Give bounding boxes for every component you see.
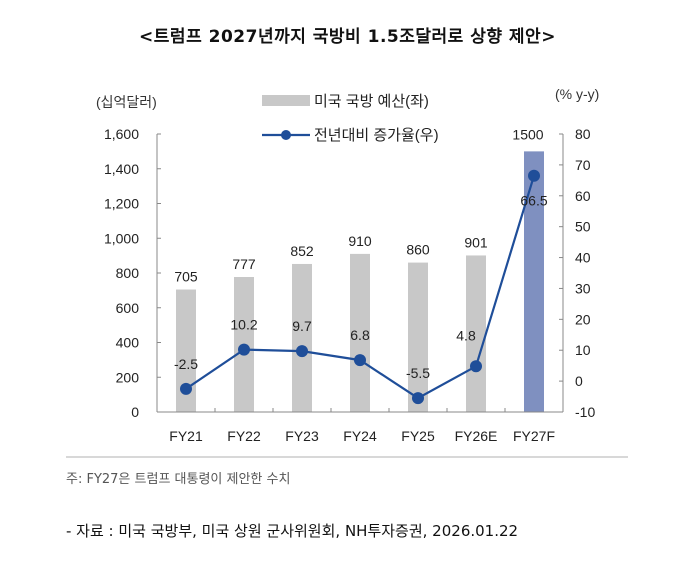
source-line: - 자료 : 미국 국방부, 미국 상원 군사위원회, NH투자증권, 2026… bbox=[66, 522, 519, 540]
growth-point bbox=[354, 354, 366, 367]
bar-value-label: 901 bbox=[464, 234, 488, 250]
bar-value-label: 777 bbox=[232, 256, 256, 272]
bar-value-label: 852 bbox=[290, 243, 314, 259]
left-tick-label: 0 bbox=[131, 404, 139, 420]
bar-value-label: 705 bbox=[174, 269, 198, 285]
bar bbox=[350, 253, 370, 412]
divider bbox=[66, 456, 628, 458]
x-tick-label: FY21 bbox=[169, 428, 203, 444]
right-tick-label: 80 bbox=[575, 126, 591, 142]
right-tick-label: 60 bbox=[575, 188, 591, 204]
x-tick-label: FY23 bbox=[285, 428, 319, 444]
legend-line-label: 전년대비 증가율(우) bbox=[314, 127, 439, 144]
legend-bar-swatch bbox=[262, 95, 310, 106]
bar bbox=[292, 263, 312, 412]
left-tick-label: 200 bbox=[116, 369, 140, 385]
bar-value-label: 860 bbox=[406, 242, 430, 258]
right-tick-label: 50 bbox=[575, 219, 591, 235]
left-tick-label: 1,600 bbox=[104, 126, 139, 142]
x-tick-label: FY27F bbox=[513, 428, 555, 444]
left-tick-label: 800 bbox=[116, 265, 140, 281]
growth-point bbox=[180, 382, 192, 395]
right-tick-label: 0 bbox=[575, 373, 583, 389]
footnote: 주: FY27은 트럼프 대통령이 제안한 수치 bbox=[66, 472, 291, 487]
growth-value-label: 4.8 bbox=[456, 327, 476, 343]
bar bbox=[176, 289, 196, 412]
left-tick-label: 1,000 bbox=[104, 230, 139, 246]
growth-value-label: 6.8 bbox=[350, 327, 370, 343]
left-tick-label: 600 bbox=[116, 300, 140, 316]
growth-value-label: 10.2 bbox=[230, 317, 257, 333]
growth-point bbox=[412, 392, 424, 405]
growth-value-label: 66.5 bbox=[520, 193, 547, 209]
right-tick-label: 70 bbox=[575, 157, 591, 173]
right-tick-label: 30 bbox=[575, 280, 591, 296]
right-tick-label: 40 bbox=[575, 250, 591, 266]
bar bbox=[466, 255, 486, 412]
left-tick-label: 400 bbox=[116, 335, 140, 351]
bar-value-label: 910 bbox=[348, 233, 372, 249]
x-tick-label: FY22 bbox=[227, 428, 261, 444]
x-tick-label: FY26E bbox=[455, 428, 498, 444]
growth-point bbox=[296, 345, 308, 358]
legend-line-marker bbox=[281, 130, 291, 140]
right-tick-label: 20 bbox=[575, 311, 591, 327]
legend-bar-label: 미국 국방 예산(좌) bbox=[314, 93, 429, 110]
right-tick-label: -10 bbox=[575, 404, 595, 420]
right-tick-label: 10 bbox=[575, 342, 591, 358]
growth-point bbox=[470, 360, 482, 373]
right-axis-title: (% y-y) bbox=[555, 86, 599, 102]
left-tick-label: 1,200 bbox=[104, 196, 139, 212]
growth-value-label: -2.5 bbox=[174, 356, 198, 372]
chart-title: <트럼프 2027년까지 국방비 1.5조달러로 상향 제안> bbox=[139, 27, 556, 47]
growth-point bbox=[238, 343, 250, 356]
bar-value-label: 1500 bbox=[512, 126, 543, 142]
x-tick-label: FY24 bbox=[343, 428, 377, 444]
x-tick-label: FY25 bbox=[401, 428, 435, 444]
growth-value-label: -5.5 bbox=[406, 365, 430, 381]
bar bbox=[524, 151, 544, 412]
bar bbox=[408, 262, 428, 412]
left-tick-label: 1,400 bbox=[104, 161, 139, 177]
left-axis-title: (십억달러) bbox=[96, 94, 157, 110]
growth-point bbox=[528, 169, 540, 182]
growth-value-label: 9.7 bbox=[292, 318, 312, 334]
